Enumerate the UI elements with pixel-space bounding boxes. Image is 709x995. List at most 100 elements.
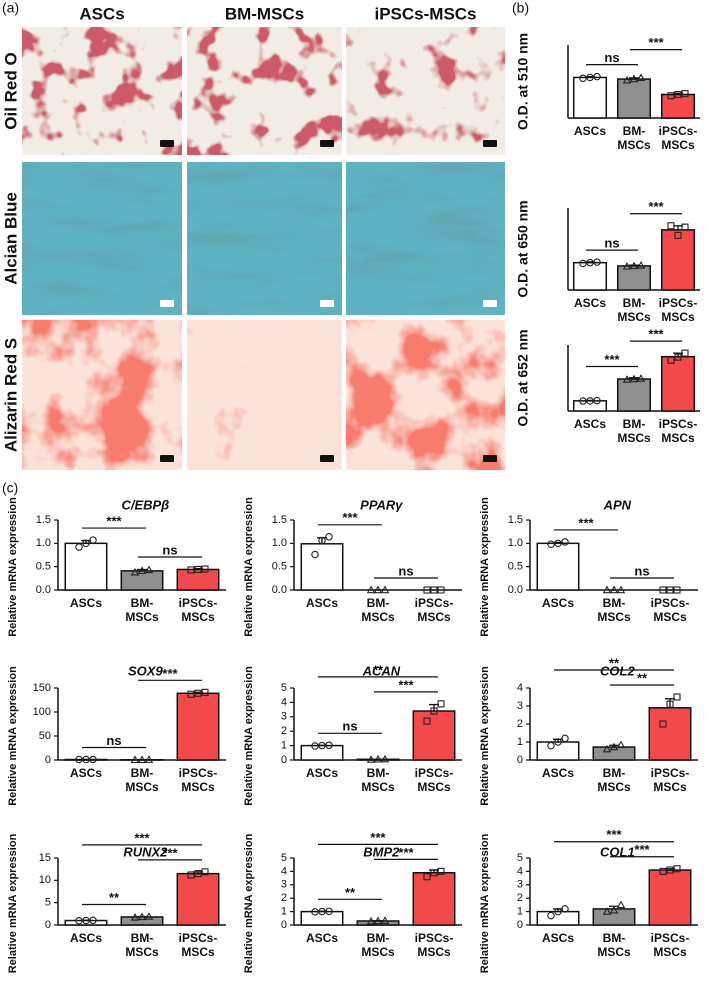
bar	[574, 401, 607, 411]
y-tick-label: 1	[517, 906, 523, 918]
scale-bar	[160, 140, 174, 147]
micrograph	[346, 320, 505, 470]
x-tick-label: ASCs	[542, 596, 574, 610]
significance-label: ns	[342, 719, 357, 734]
x-tick-label: iPSCs-MSCs	[415, 596, 454, 624]
x-tick-label: iPSCs-MSCs	[179, 596, 218, 624]
bar	[574, 263, 607, 290]
x-tick-label-line: MSCs	[597, 610, 631, 624]
bar	[301, 912, 342, 925]
y-tick-label: 3	[517, 879, 523, 891]
x-tick-label-line: iPSCs-	[179, 766, 218, 780]
bar	[301, 746, 342, 760]
significance-label: ns	[162, 542, 177, 557]
scale-bar	[483, 140, 497, 147]
x-tick-label-line: BM-	[131, 931, 154, 945]
significance-label: **	[109, 890, 120, 905]
x-tick-label: ASCs	[70, 766, 102, 780]
data-point	[326, 534, 332, 540]
bar	[662, 230, 695, 290]
x-tick-label: iPSCs-MSCs	[659, 417, 698, 445]
x-tick-label-line: MSCs	[361, 610, 395, 624]
bar	[65, 543, 106, 590]
x-tick-label-line: MSCs	[125, 945, 159, 959]
y-tick-label: 5	[281, 852, 287, 864]
significance-label: ns	[634, 563, 649, 578]
x-tick-label-line: iPSCs-	[415, 766, 454, 780]
x-tick-label: BM-MSCs	[617, 296, 651, 324]
y-tick-label: 3	[281, 711, 287, 723]
x-tick-label-line: MSCs	[597, 780, 631, 794]
micrograph	[346, 162, 505, 315]
x-tick-label-line: MSCs	[417, 945, 451, 959]
bar	[662, 357, 695, 411]
row-header: Oil Red O	[1, 52, 20, 129]
y-axis-label: O.D. at 650 nm	[515, 200, 531, 297]
x-tick-label-line: iPSCs-	[415, 931, 454, 945]
x-tick-label-line: ASCs	[542, 596, 574, 610]
x-tick-label-line: ASCs	[70, 766, 102, 780]
bar	[618, 379, 651, 411]
x-tick-label-line: iPSCs-	[659, 296, 698, 310]
panel-label: (b)	[512, 0, 529, 16]
bar	[593, 909, 634, 925]
x-tick-label-line: ASCs	[306, 596, 338, 610]
y-tick-label: 1	[281, 906, 287, 918]
x-tick-label-line: ASCs	[542, 766, 574, 780]
significance-label: ns	[398, 563, 413, 578]
significance-label: ***	[398, 845, 414, 860]
x-tick-label-line: BM-	[603, 931, 626, 945]
x-tick-label-line: BM-	[623, 417, 646, 431]
x-tick-label-line: BM-	[623, 296, 646, 310]
y-tick-label: 0.5	[508, 561, 523, 573]
significance-label: **	[373, 662, 384, 677]
x-tick-label-line: MSCs	[597, 945, 631, 959]
micrograph	[22, 162, 182, 315]
x-tick-label: iPSCs-MSCs	[651, 931, 690, 959]
x-tick-label-line: MSCs	[617, 138, 651, 152]
x-tick-label: BM-MSCs	[125, 596, 159, 624]
x-tick-label-line: BM-	[603, 596, 626, 610]
x-tick-label: BM-MSCs	[597, 596, 631, 624]
y-axis-label: O.D. at 652 nm	[515, 329, 531, 426]
bar	[177, 874, 218, 925]
bar	[574, 77, 607, 118]
micrograph	[22, 320, 182, 470]
scale-bar	[320, 455, 334, 462]
bar	[537, 912, 578, 925]
x-tick-label: BM-MSCs	[361, 931, 395, 959]
y-tick-label: 2	[517, 892, 523, 904]
significance-label: **	[609, 655, 620, 670]
x-tick-label-line: MSCs	[361, 945, 395, 959]
chart-title: BMP2	[363, 844, 400, 859]
significance-label: ***	[134, 830, 150, 845]
x-tick-label-line: MSCs	[181, 780, 215, 794]
significance-label: ***	[342, 510, 358, 525]
x-tick-label: iPSCs-MSCs	[659, 296, 698, 324]
y-tick-label: 2	[281, 725, 287, 737]
x-tick-label: ASCs	[306, 931, 338, 945]
y-axis-label: Relative mRNA expression	[243, 833, 255, 973]
y-tick-label: 100	[33, 706, 51, 718]
x-tick-label-line: MSCs	[417, 610, 451, 624]
y-tick-label: 0.5	[36, 561, 51, 573]
y-tick-label: 1.0	[272, 537, 287, 549]
x-tick-label-line: MSCs	[125, 780, 159, 794]
y-tick-label: 50	[39, 730, 51, 742]
significance-label: ns	[604, 236, 619, 251]
x-tick-label-line: iPSCs-	[415, 596, 454, 610]
bar	[357, 921, 398, 925]
x-tick-label-line: ASCs	[542, 931, 574, 945]
significance-label: ***	[578, 515, 594, 530]
y-tick-label: 4	[517, 682, 523, 694]
x-tick-label-line: ASCs	[70, 931, 102, 945]
x-tick-label-line: BM-	[623, 124, 646, 138]
x-tick-label-line: MSCs	[653, 610, 687, 624]
chart-title: APN	[603, 497, 632, 512]
x-tick-label-line: MSCs	[125, 610, 159, 624]
x-tick-label-line: iPSCs-	[651, 766, 690, 780]
y-tick-label: 4	[281, 696, 287, 708]
significance-label: ***	[648, 327, 664, 342]
x-tick-label: BM-MSCs	[617, 124, 651, 152]
